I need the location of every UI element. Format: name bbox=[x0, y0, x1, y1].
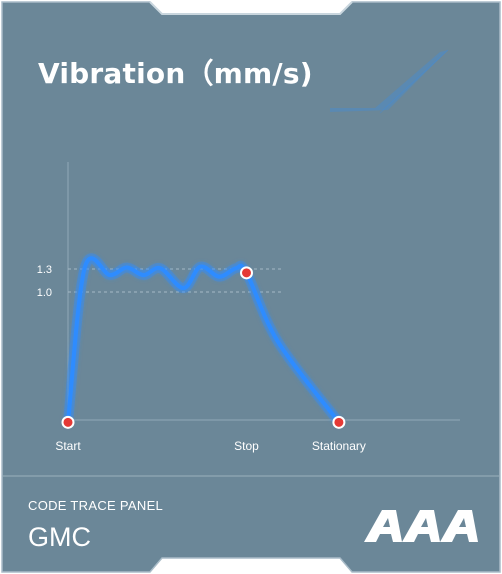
series-line-glow bbox=[63, 253, 344, 428]
x-label-stationary: Stationary bbox=[312, 439, 366, 453]
panel-title: Vibration（mm/s) bbox=[38, 57, 313, 90]
data-marker-2 bbox=[332, 415, 346, 429]
footer-subtitle: CODE TRACE PANEL bbox=[28, 498, 164, 513]
footer-title: GMC bbox=[28, 522, 91, 552]
data-marker-1 bbox=[240, 266, 253, 280]
aaa-logo bbox=[364, 510, 478, 542]
y-tick-label: 1.3 bbox=[37, 264, 52, 276]
x-label-start: Start bbox=[55, 439, 81, 453]
x-label-stop: Stop bbox=[234, 439, 259, 453]
y-tick-label: 1.0 bbox=[37, 287, 52, 299]
series-line bbox=[66, 256, 341, 425]
data-marker-0 bbox=[61, 415, 75, 429]
